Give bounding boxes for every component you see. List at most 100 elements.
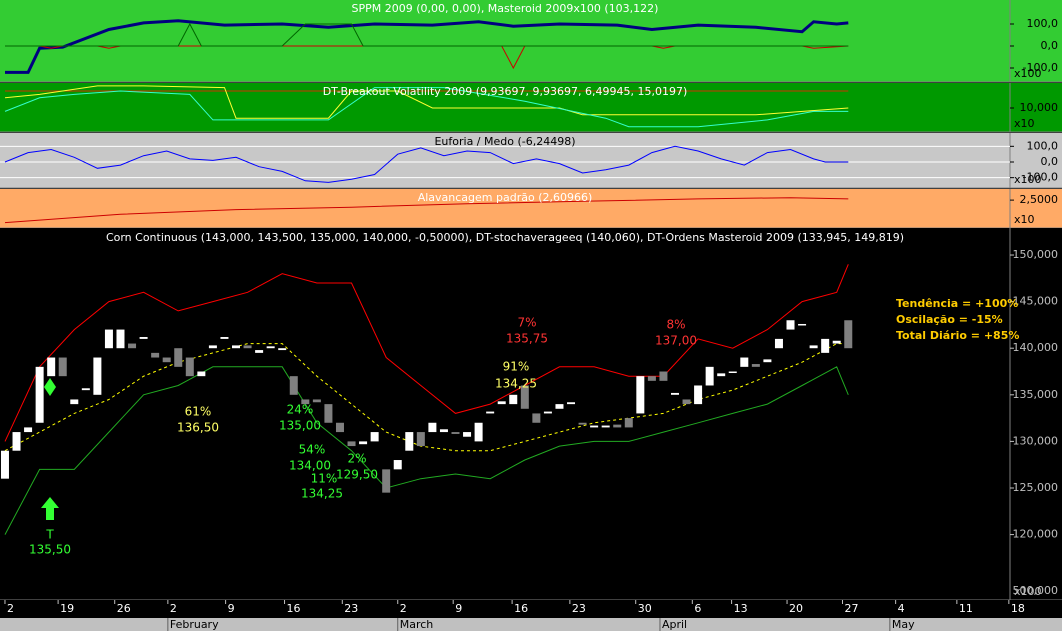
candle	[359, 441, 368, 445]
candle	[416, 432, 425, 447]
x-tick-label: 19	[60, 602, 74, 615]
candle	[809, 345, 818, 349]
x-tick-label: 2	[7, 602, 14, 615]
signal-label: 135,00	[279, 419, 321, 433]
scale-label: x10	[1014, 213, 1035, 226]
x-tick-label: 9	[455, 602, 462, 615]
signal-label: 135,50	[29, 543, 71, 557]
candle	[728, 371, 737, 374]
indicator-line	[4, 87, 849, 128]
candle	[451, 432, 460, 434]
x-tick-label: 4	[898, 602, 905, 615]
y-tick-label: 135,000	[1013, 388, 1059, 401]
candle	[289, 376, 298, 395]
x-tick-label: 18	[1011, 602, 1025, 615]
x-tick-label: 23	[572, 602, 586, 615]
signal-label: 136,50	[177, 421, 219, 435]
candle	[93, 357, 102, 395]
candle	[439, 429, 448, 433]
candle	[347, 441, 356, 447]
y-tick-label: 120,000	[1013, 528, 1059, 541]
candle	[798, 323, 807, 326]
candle	[601, 425, 610, 428]
signal-label: 135,75	[506, 332, 548, 346]
x-tick-label: 20	[789, 602, 803, 615]
signal-label: 7%	[517, 316, 536, 330]
candle	[162, 357, 171, 363]
signal-label: 2%	[347, 452, 366, 466]
x-tick-label: 6	[694, 602, 701, 615]
candle	[624, 418, 633, 428]
panel-title: Euforia / Medo (-6,24498)	[434, 135, 575, 148]
panel-title: DT-Breakout Volatility 2009 (9,93697, 9,…	[323, 85, 688, 98]
y-tick-label: 2,5000	[1020, 193, 1059, 206]
panel-title: Alavancagem padrão (2,60966)	[418, 191, 593, 204]
candle	[532, 413, 541, 423]
candle	[567, 402, 576, 405]
indicator-line	[4, 264, 849, 442]
signal-label: 134,00	[289, 459, 331, 473]
candle	[555, 404, 564, 409]
candle	[428, 422, 437, 433]
candle	[636, 376, 645, 414]
y-tick-label: 0,0	[1041, 39, 1059, 52]
candle	[694, 385, 703, 405]
signal-label: 8%	[666, 318, 685, 332]
candle	[58, 357, 67, 377]
candle	[520, 385, 529, 409]
candle	[220, 337, 229, 339]
indicator-line	[4, 85, 849, 119]
y-tick-label: -100,0	[1023, 171, 1058, 184]
candle	[751, 364, 760, 367]
candle	[370, 432, 379, 442]
candle	[47, 357, 56, 377]
month-bar	[0, 618, 1062, 631]
panel-background	[0, 189, 1062, 228]
candle	[670, 392, 679, 395]
indicator-line	[5, 22, 849, 47]
candle	[116, 329, 125, 349]
candle	[682, 399, 691, 405]
x-tick-label: 26	[117, 602, 131, 615]
signal-label: 91%	[503, 360, 530, 374]
signal-label: 129,50	[336, 468, 378, 482]
x-tick-label: 16	[287, 602, 301, 615]
candle	[255, 350, 264, 353]
buy-diamond	[44, 378, 56, 396]
summary-text: Total Diário = +85%	[896, 329, 1019, 342]
candle	[128, 343, 137, 349]
x-tick-label: 2	[400, 602, 407, 615]
y-tick-label: 140,000	[1013, 341, 1059, 354]
buy-arrow	[41, 497, 59, 520]
candle	[578, 422, 587, 425]
signal-label: 11%	[311, 472, 338, 486]
candle	[474, 422, 483, 442]
candle	[486, 411, 495, 414]
candle	[613, 424, 622, 428]
x-tick-label: 2	[170, 602, 177, 615]
candle	[786, 320, 795, 330]
month-label: April	[662, 618, 687, 631]
candle	[705, 366, 714, 386]
y-tick-label: 100,0	[1027, 17, 1059, 30]
scale-label: x100	[1014, 173, 1042, 186]
indicator-line	[5, 19, 849, 74]
month-label: February	[170, 618, 219, 631]
candle	[0, 450, 9, 479]
indicator-line	[4, 343, 849, 452]
candle	[243, 345, 252, 349]
candle	[232, 345, 241, 349]
x-tick-label: 13	[734, 602, 748, 615]
candle	[393, 460, 402, 470]
x-tick-label: 30	[638, 602, 652, 615]
panel-background	[0, 0, 1062, 82]
candle	[405, 432, 414, 451]
indicator-line	[4, 366, 849, 535]
candle	[151, 352, 160, 358]
summary-text: Tendência = +100%	[896, 297, 1018, 310]
x-tick-label: 9	[228, 602, 235, 615]
candle	[740, 357, 749, 367]
candle	[335, 422, 344, 433]
scale-label: x10	[1014, 117, 1035, 130]
